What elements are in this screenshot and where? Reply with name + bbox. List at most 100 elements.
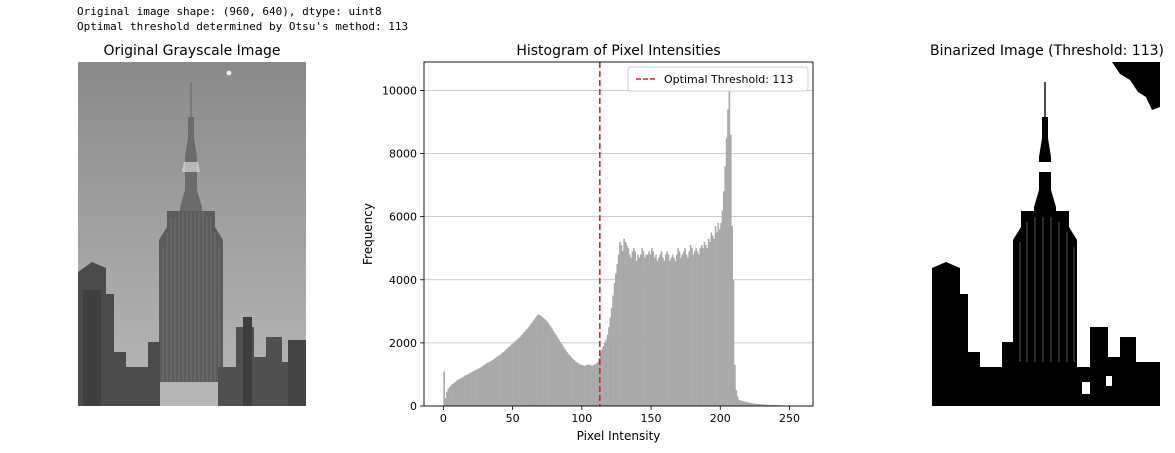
histogram-bar bbox=[682, 251, 685, 406]
binarized-image-graphic bbox=[932, 62, 1160, 406]
histogram-bar bbox=[698, 254, 700, 406]
histogram-bar bbox=[549, 326, 552, 406]
histogram-bar bbox=[638, 257, 641, 406]
histogram-bar bbox=[717, 222, 720, 406]
output-shape-line: Original image shape: (960, 640), dtype:… bbox=[77, 5, 382, 18]
histogram-bar bbox=[641, 248, 643, 406]
histogram-bar bbox=[566, 352, 569, 406]
legend-threshold-label: Optimal Threshold: 113 bbox=[664, 73, 793, 86]
histogram-bar bbox=[725, 137, 728, 407]
histogram-bar bbox=[741, 400, 743, 406]
y-axis-label: Frequency bbox=[361, 203, 375, 265]
histogram-bar bbox=[678, 251, 681, 406]
histogram-bar bbox=[556, 337, 559, 406]
histogram-bar bbox=[619, 241, 621, 406]
histogram-bar bbox=[688, 251, 691, 406]
histogram-bar bbox=[590, 365, 592, 406]
histogram-bar bbox=[674, 260, 677, 406]
original-grayscale-image-graphic bbox=[78, 62, 306, 406]
binary-window-b bbox=[1106, 376, 1112, 386]
histogram-bar bbox=[606, 334, 609, 406]
histogram-bar bbox=[624, 241, 627, 406]
histogram-bar bbox=[664, 254, 667, 406]
histogram-bar bbox=[746, 402, 749, 406]
histogram-bar bbox=[576, 362, 578, 406]
y-tick-label: 6000 bbox=[389, 211, 417, 224]
histogram-bar bbox=[770, 404, 772, 406]
histogram-bar bbox=[761, 404, 764, 406]
histogram-bar bbox=[523, 331, 526, 406]
histogram-bar bbox=[561, 344, 563, 406]
histogram-bar bbox=[515, 340, 518, 406]
histogram-bar bbox=[583, 365, 585, 406]
histogram-bar bbox=[581, 365, 584, 406]
x-tick-label: 150 bbox=[641, 412, 662, 425]
histogram-bar bbox=[648, 251, 650, 406]
histogram-bar bbox=[483, 364, 486, 406]
moon bbox=[226, 70, 232, 76]
histogram-bar bbox=[663, 260, 666, 406]
y-tick-label: 2000 bbox=[389, 337, 417, 350]
histogram-bar bbox=[502, 351, 505, 406]
plot-frame bbox=[423, 61, 814, 407]
histogram-title: Histogram of Pixel Intensities bbox=[516, 43, 721, 59]
histogram-bar bbox=[742, 401, 745, 406]
histogram-bar bbox=[525, 330, 527, 406]
y-tick-label: 10000 bbox=[382, 84, 417, 97]
histogram-bar bbox=[569, 355, 571, 406]
histogram-bar bbox=[555, 335, 558, 406]
histogram-bar bbox=[634, 251, 637, 406]
histogram-bar bbox=[684, 248, 686, 406]
histogram-bar bbox=[447, 388, 450, 406]
histogram-bar bbox=[562, 346, 565, 406]
histogram-bar bbox=[628, 254, 631, 406]
histogram-bar bbox=[454, 382, 457, 406]
histogram-bar bbox=[482, 365, 484, 406]
histogram-bar bbox=[747, 402, 750, 406]
histogram-bar bbox=[500, 353, 502, 406]
histogram-bar bbox=[495, 357, 498, 406]
histogram-bar bbox=[497, 356, 500, 406]
histogram-bar bbox=[479, 367, 482, 406]
histogram-bar bbox=[519, 336, 522, 406]
window-lines bbox=[162, 212, 220, 382]
histogram-bar bbox=[465, 375, 468, 406]
histogram-bar bbox=[609, 317, 612, 406]
histogram-bar bbox=[484, 364, 487, 406]
histogram-bar bbox=[487, 362, 490, 406]
histogram-bar bbox=[721, 210, 724, 406]
histogram-bar bbox=[603, 342, 606, 406]
binary-window-a bbox=[1082, 382, 1090, 394]
histogram-bar bbox=[736, 396, 739, 406]
histogram-bar bbox=[508, 346, 511, 406]
histogram-bar bbox=[531, 321, 534, 406]
histogram-bar bbox=[540, 316, 542, 406]
histogram-bar bbox=[592, 364, 595, 406]
histogram-bar bbox=[767, 404, 769, 406]
histogram-bar bbox=[471, 371, 473, 406]
legend-box bbox=[627, 66, 809, 92]
histogram-bar bbox=[507, 347, 509, 406]
histogram-bar bbox=[617, 254, 620, 406]
histogram-bar bbox=[612, 295, 614, 406]
histogram-bar bbox=[720, 222, 722, 406]
histogram-bar bbox=[544, 319, 547, 406]
histogram-bar bbox=[765, 404, 768, 406]
histogram-bar bbox=[772, 404, 775, 406]
histogram-bar bbox=[718, 229, 721, 406]
histogram-bar bbox=[745, 401, 747, 406]
histogram-bar bbox=[771, 404, 774, 406]
histogram-bar bbox=[703, 241, 706, 406]
y-tick-label: 8000 bbox=[389, 148, 417, 161]
histogram-bar bbox=[597, 361, 599, 406]
histogram-bar bbox=[691, 248, 693, 406]
histogram-bar bbox=[486, 363, 488, 406]
histogram-bar bbox=[763, 404, 765, 406]
histogram-bar bbox=[662, 257, 664, 406]
histogram-bar bbox=[677, 248, 679, 406]
histogram-bar bbox=[444, 398, 447, 406]
histogram-bar bbox=[455, 380, 458, 406]
x-tick-label: 250 bbox=[779, 412, 800, 425]
tower-body-binary bbox=[1013, 211, 1077, 406]
histogram-bar bbox=[626, 245, 628, 406]
